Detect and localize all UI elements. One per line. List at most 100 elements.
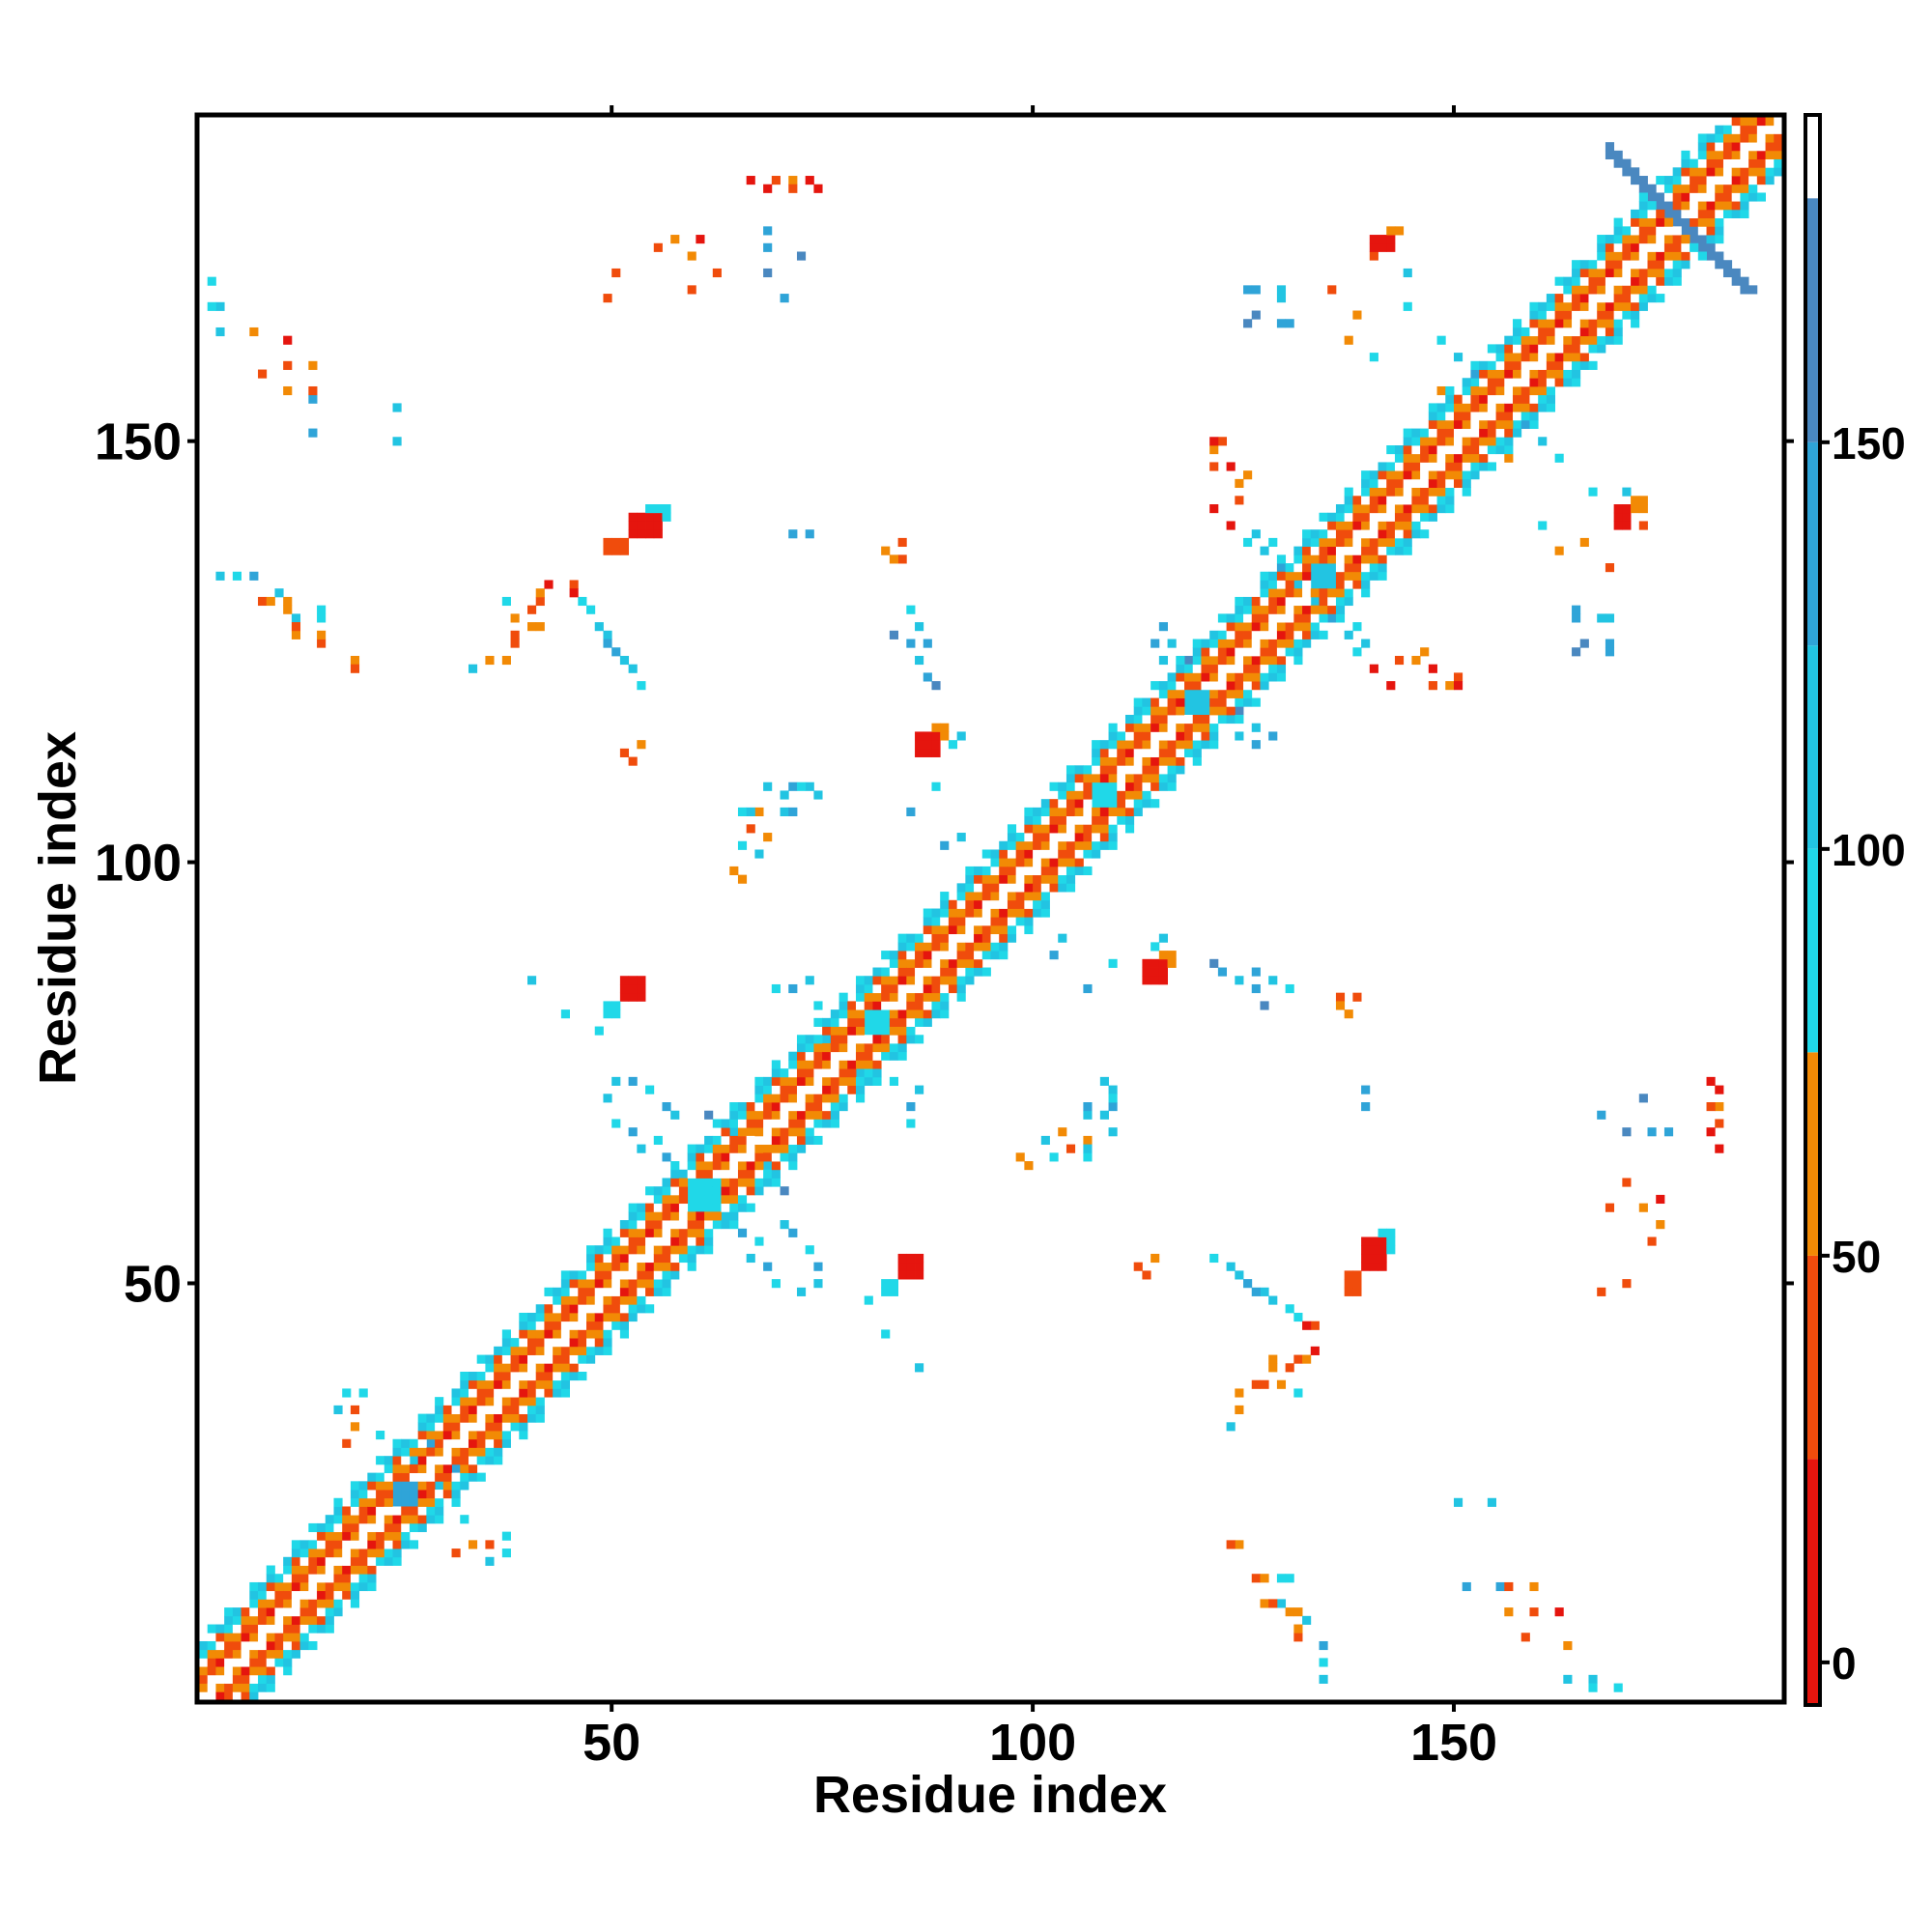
diagonal-cell	[1504, 394, 1514, 404]
diagonal-cell	[1597, 344, 1606, 354]
diagonal-cell	[501, 1397, 511, 1406]
diagonal-cell	[1638, 251, 1648, 261]
diagonal-cell	[283, 1599, 293, 1608]
diagonal-cell	[881, 1035, 891, 1044]
contact-cell	[435, 1481, 444, 1491]
diagonal-cell	[494, 1371, 503, 1381]
diagonal-cell	[1681, 242, 1690, 252]
diagonal-cell	[1065, 799, 1076, 809]
diagonal-cell	[1276, 639, 1287, 648]
diagonal-cell	[384, 1540, 393, 1549]
diagonal-cell	[1411, 462, 1421, 471]
diagonal-cell	[1369, 571, 1378, 581]
diagonal-cell	[1420, 529, 1430, 539]
contact-patch-cell	[1158, 967, 1168, 977]
contact-patch-cell	[889, 1287, 898, 1296]
diagonal-cell	[915, 942, 924, 952]
diagonal-cell	[1099, 807, 1109, 816]
diagonal-cell	[1403, 453, 1412, 463]
contact-cell	[1715, 1102, 1724, 1112]
diagonal-cell	[266, 1599, 275, 1608]
diagonal-cell	[796, 1060, 807, 1069]
diagonal-cell	[637, 1279, 646, 1289]
diagonal-cell	[687, 1228, 696, 1237]
diagonal-cell	[544, 1304, 554, 1314]
contact-cell	[1352, 647, 1362, 657]
diagonal-cell	[1495, 419, 1505, 429]
diagonal-cell	[1403, 487, 1412, 497]
contact-patch-cell	[1327, 571, 1337, 581]
diagonal-cell	[1293, 622, 1303, 632]
diagonal-cell	[1192, 655, 1202, 666]
diagonal-cell	[299, 1624, 309, 1634]
diagonal-cell	[1083, 790, 1093, 800]
diagonal-cell	[1445, 428, 1455, 438]
diagonal-cell	[1597, 327, 1606, 337]
contact-cell	[249, 327, 259, 337]
diagonal-cell	[603, 1321, 612, 1330]
contact-cell	[1158, 655, 1168, 666]
diagonal-cell	[923, 951, 932, 960]
diagonal-cell	[678, 1236, 689, 1246]
diagonal-cell	[721, 1220, 730, 1230]
contact-cell	[1083, 1110, 1093, 1120]
contact-cell	[1167, 639, 1177, 648]
diagonal-cell	[367, 1497, 377, 1507]
diagonal-cell	[1092, 815, 1101, 825]
diagonal-cell	[1420, 470, 1430, 480]
diagonal-cell	[249, 1581, 259, 1592]
diagonal-cell	[258, 1581, 268, 1592]
contact-patch-cell	[931, 731, 941, 741]
diagonal-cell	[1058, 781, 1067, 791]
contact-cell	[1251, 529, 1261, 539]
contact-cell	[1142, 1270, 1151, 1280]
diagonal-cell	[519, 1388, 528, 1398]
diagonal-cell	[1428, 470, 1437, 480]
contact-cell	[678, 1169, 689, 1179]
diagonal-cell	[1740, 192, 1749, 202]
diagonal-cell	[1226, 697, 1236, 707]
diagonal-cell	[763, 1119, 773, 1128]
contact-cell	[653, 242, 663, 252]
diagonal-cell	[1226, 681, 1236, 691]
diagonal-cell	[1058, 799, 1067, 809]
diagonal-cell	[1158, 756, 1168, 766]
diagonal-cell	[1167, 697, 1177, 707]
diagonal-cell	[1403, 512, 1412, 522]
diagonal-cell	[1572, 378, 1581, 387]
diagonal-cell	[712, 1152, 722, 1162]
diagonal-cell	[906, 958, 916, 968]
diagonal-cell	[847, 1017, 857, 1027]
diagonal-cell	[780, 1119, 789, 1128]
diagonal-cell	[1706, 158, 1716, 168]
contact-cell	[1605, 647, 1615, 657]
diagonal-cell	[1007, 883, 1017, 893]
diagonal-cell	[746, 1203, 755, 1212]
diagonal-cell	[763, 1135, 773, 1146]
diagonal-cell	[342, 1574, 352, 1583]
diagonal-cell	[299, 1607, 309, 1617]
diagonal-cell	[965, 917, 975, 926]
diagonal-cell	[1040, 824, 1050, 834]
diagonal-cell	[1495, 403, 1505, 412]
diagonal-cell	[578, 1295, 587, 1305]
diagonal-cell	[923, 958, 932, 968]
contact-cell	[611, 1076, 621, 1086]
diagonal-cell	[1065, 790, 1076, 800]
diagonal-cell	[897, 958, 907, 968]
diagonal-cell	[1251, 655, 1261, 666]
diagonal-cell	[544, 1388, 554, 1398]
diagonal-cell	[696, 1220, 705, 1230]
diagonal-cell	[1579, 276, 1589, 286]
diagonal-cell	[729, 1194, 739, 1205]
diagonal-cell	[1613, 319, 1623, 328]
diagonal-cell	[1251, 639, 1261, 648]
contact-patch-cell	[645, 504, 655, 514]
contact-patch-cell	[1369, 242, 1378, 252]
diagonal-cell	[586, 1312, 596, 1322]
diagonal-cell	[544, 1338, 554, 1348]
diagonal-cell	[1327, 537, 1337, 548]
diagonal-cell	[435, 1515, 444, 1524]
diagonal-cell	[619, 1228, 630, 1237]
diagonal-cell	[1647, 251, 1657, 261]
